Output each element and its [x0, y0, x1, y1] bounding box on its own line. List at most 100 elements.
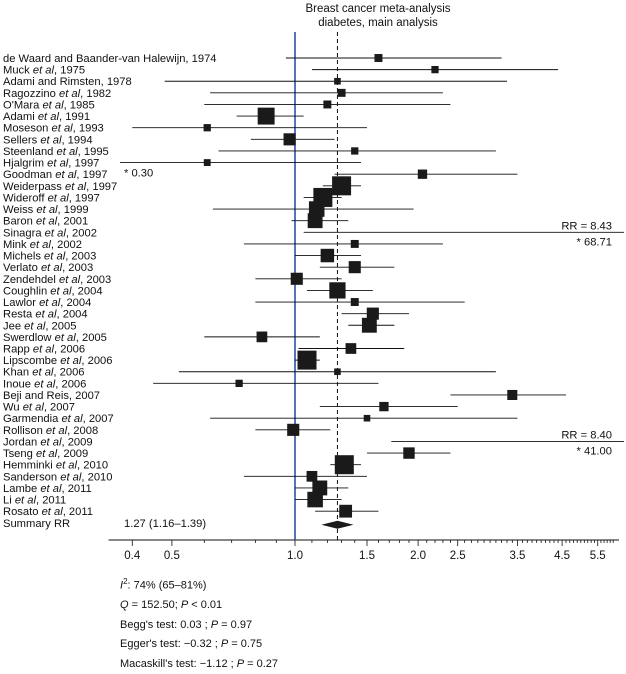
study-label: Beji and Reis, 2007: [3, 390, 100, 402]
study-row-muck-et-al-1975: [311, 65, 559, 74]
study-label: Tseng et al, 2009: [3, 448, 88, 460]
study-row-tseng-et-al-2009: [367, 447, 451, 459]
point-estimate-square: [297, 350, 317, 370]
study-row-verlato-et-al-2003: [319, 261, 395, 274]
point-estimate-square: [337, 88, 346, 97]
study-row-swerdlow-et-al-2005: [204, 331, 320, 343]
egger-test: Egger's test: −0.32 ; P = 0.75: [120, 638, 263, 651]
summary-label: Summary RR: [3, 518, 70, 530]
point-estimate-square: [431, 65, 439, 74]
point-estimate-square: [235, 379, 243, 387]
point-estimate-square: [374, 54, 383, 62]
tick-label: 3.5: [509, 550, 525, 562]
study-label: Hemminki et al, 2010: [3, 460, 108, 472]
annotation-label: * 68.71: [577, 236, 612, 248]
study-row-lawlor-et-al-2004: [255, 298, 465, 306]
study-label: de Waard and Baander-van Halewijn, 1974: [3, 53, 217, 65]
study-label: Hjalgrim et al, 1997: [3, 158, 99, 170]
study-row-khan-et-al-2006: [178, 368, 496, 376]
study-label: Rollison et al, 2008: [3, 425, 98, 437]
i2-stat: I2: 74% (65–81%): [120, 577, 207, 592]
study-label: Weiss et al, 1999: [3, 204, 89, 216]
study-row-de-waard-and-baander-van-halewijn-1974: [285, 54, 502, 62]
annotation-label: * 0.30: [124, 168, 153, 180]
study-label: Adami and Rimsten, 1978: [3, 76, 132, 88]
tick-label: 2.5: [450, 550, 466, 562]
study-row-o-mara-et-al-1985: [204, 100, 451, 109]
study-label: Khan et al, 2006: [3, 367, 85, 379]
study-row-adami-and-rimsten-1978: [164, 77, 508, 85]
point-estimate-square: [203, 159, 211, 167]
study-label: Lipscombe et al, 2006: [3, 355, 112, 367]
study-row-baron-et-al-2001: [291, 213, 349, 229]
study-row-ragozzino-et-al-1982: [210, 88, 443, 97]
study-label: Lambe et al, 2011: [3, 483, 92, 495]
point-estimate-square: [323, 100, 332, 109]
tick-label: 1.0: [287, 550, 303, 562]
point-estimate-square: [363, 414, 371, 422]
study-label: Swerdlow et al, 2005: [3, 332, 107, 344]
point-estimate-square: [290, 272, 303, 285]
chart-title: Breast cancer meta-analysis diabetes, ma…: [305, 3, 450, 29]
study-row-goodman-et-al-1997: [334, 169, 518, 179]
point-estimate-square: [307, 213, 323, 229]
study-row-lipscombe-et-al-2006: [295, 350, 320, 370]
study-row-sanderson-et-al-2010: [243, 470, 367, 482]
point-estimate-square: [366, 307, 379, 320]
point-estimate-square: [350, 298, 359, 306]
study-row-rapp-et-al-2006: [298, 343, 405, 354]
study-row-wu-et-al-2007: [319, 401, 458, 412]
study-label: Zendehdel et al, 2003: [3, 274, 111, 286]
study-label: Wu et al, 2007: [3, 402, 75, 414]
heterogeneity-stats: I2: 74% (65–81%) Q = 152.50; P < 0.01 Be…: [120, 572, 278, 674]
study-label: Lawlor et al, 2004: [3, 297, 91, 309]
study-row-rollison-et-al-2008: [255, 423, 331, 436]
study-label: Jee et al, 2005: [3, 320, 76, 332]
study-row-lambe-et-al-2011: [295, 480, 349, 496]
point-estimate-square: [361, 317, 377, 333]
study-row-weiss-et-al-1999: [212, 201, 414, 217]
point-estimate-square: [287, 423, 300, 436]
point-estimate-square: [379, 401, 389, 412]
study-label: Resta et al, 2004: [3, 309, 88, 321]
study-row-hjalgrim-et-al-1997: [120, 159, 361, 167]
point-estimate-square: [345, 343, 357, 354]
point-estimate-square: [257, 107, 275, 125]
study-label: Moseson et al, 1993: [3, 123, 104, 135]
point-estimate-square: [339, 504, 353, 518]
tick-label: 0.4: [124, 550, 141, 562]
study-label: Inoue et al, 2006: [3, 378, 86, 390]
study-label: Li et al, 2011: [3, 495, 66, 507]
tick-label: 5.5: [590, 550, 606, 562]
tick-label: 2.0: [410, 550, 426, 562]
point-estimate-square: [329, 282, 346, 299]
study-row-beji-and-reis-2007: [450, 389, 566, 400]
study-label: O'Mara et al, 1985: [3, 99, 95, 111]
study-row-adami-et-al-1991: [236, 107, 304, 125]
study-row-rosato-et-al-2011: [315, 504, 379, 518]
point-estimate-square: [350, 239, 359, 248]
study-label: Muck et al, 1975: [3, 65, 85, 77]
study-label: Weiderpass et al, 1997: [3, 181, 117, 193]
summary-value: 1.27 (1.16–1.39): [124, 518, 206, 530]
study-label: Mink et al, 2002: [3, 239, 82, 251]
tick-label: 4.5: [554, 550, 570, 562]
study-label: Rapp et al, 2006: [3, 344, 85, 356]
study-label: Sellers et al, 1994: [3, 134, 93, 146]
point-estimate-square: [312, 480, 328, 496]
tick-label: 1.5: [359, 550, 375, 562]
study-label: Adami et al, 1991: [3, 111, 90, 123]
point-estimate-square: [351, 147, 359, 155]
study-row-hemminki-et-al-2010: [330, 455, 361, 475]
study-row-jee-et-al-2005: [348, 317, 395, 333]
point-estimate-square: [332, 176, 352, 196]
point-estimate-square: [308, 201, 325, 217]
study-row-inoue-et-al-2006: [153, 379, 379, 387]
study-label: Sinagra et al, 2002: [3, 227, 97, 239]
study-label: Steenland et al, 1995: [3, 146, 109, 158]
study-labels: de Waard and Baander-van Halewijn, 1974M…: [3, 53, 217, 518]
study-row-weiderpass-et-al-1997: [322, 176, 361, 196]
annotation-label: RR = 8.40: [561, 429, 612, 441]
point-estimate-square: [348, 261, 361, 274]
chart-title-line-1: Breast cancer meta-analysis: [305, 3, 450, 15]
